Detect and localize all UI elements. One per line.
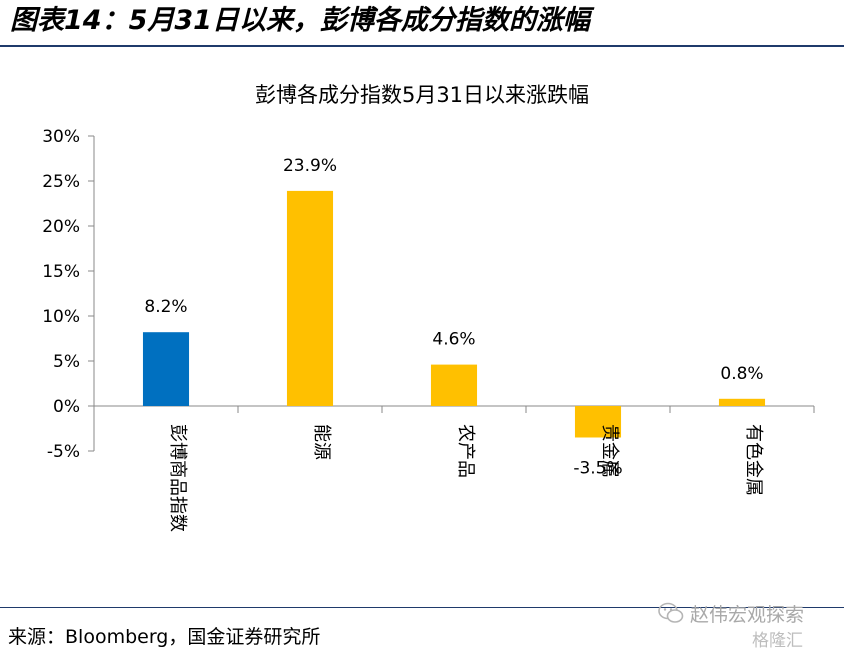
source-divider — [0, 607, 844, 608]
y-tick-label: 20% — [42, 217, 80, 237]
category-label: 农产品 — [455, 424, 476, 478]
category-label: 有色金属 — [743, 424, 764, 496]
bar-chart: 彭博各成分指数5月31日以来涨跌幅 30% 25% 20% 15% 10% 5% 0% -5%… — [42, 83, 815, 532]
y-tick-label: 10% — [42, 307, 80, 327]
category-label: 彭博商品指数 — [167, 424, 188, 532]
y-tick-label: -5% — [47, 442, 80, 462]
chart-title: 彭博各成分指数5月31日以来涨跌幅 — [255, 83, 589, 107]
chart-axes: 30% 25% 20% 15% 10% 5% 0% -5% — [42, 127, 815, 462]
data-label: -3.5% — [573, 459, 622, 479]
bar — [718, 398, 766, 406]
chart-bars: 8.2% 彭博商品指数 23.9% 能源 4.6% 农产品 -3.5%贵金属 0.8% 有色金属 — [142, 156, 766, 532]
y-tick-label: 0% — [53, 397, 80, 417]
y-tick-label: 25% — [42, 172, 80, 192]
bar — [574, 406, 622, 438]
bar — [142, 332, 190, 406]
y-tick-label: 5% — [53, 352, 80, 372]
bar — [286, 190, 334, 406]
category-label: 能源 — [311, 424, 332, 460]
bar — [430, 364, 478, 406]
data-label: 23.9% — [283, 156, 337, 176]
source-note: 来源：Bloomberg，国金证券研究所 — [8, 626, 321, 648]
watermark-account: 赵伟宏观探索 — [690, 604, 805, 626]
watermark: 赵伟宏观探索 格隆汇 — [656, 600, 842, 651]
data-label: 4.6% — [432, 330, 475, 350]
figure-title: 图表14：5月31日以来，彭博各成分指数的涨幅 — [10, 5, 590, 36]
y-tick-label: 15% — [42, 262, 80, 282]
category-label: 贵金属 — [599, 424, 620, 478]
wechat-icon — [658, 602, 684, 623]
watermark-brand: 格隆汇 — [752, 631, 803, 651]
data-label: 0.8% — [720, 364, 763, 384]
title-divider — [0, 45, 844, 47]
y-tick-label: 30% — [42, 127, 80, 147]
data-label: 8.2% — [144, 297, 187, 317]
